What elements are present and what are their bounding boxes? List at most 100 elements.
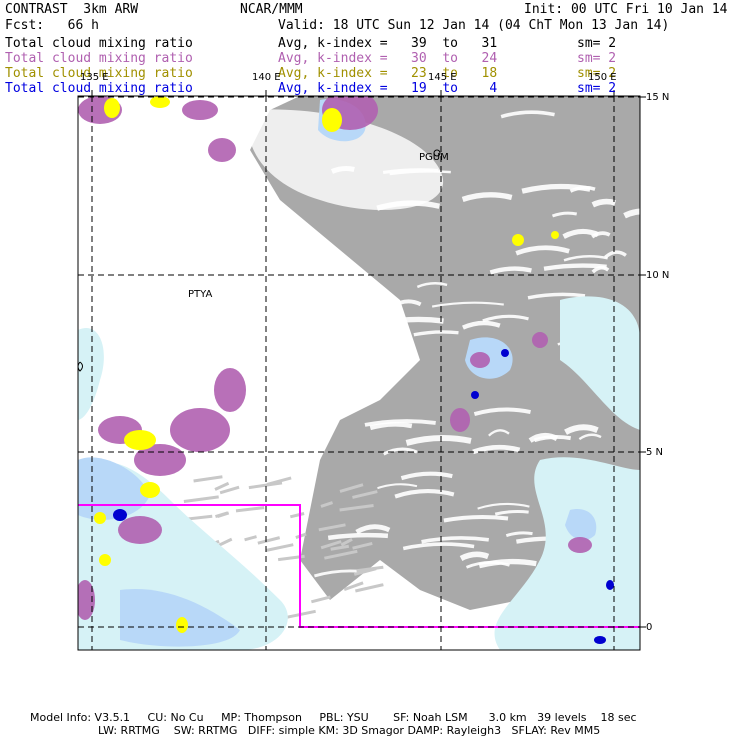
cloud-gap-streak	[369, 421, 413, 431]
cloud-gap-streak	[421, 536, 490, 544]
cloud-gap-streak	[482, 314, 529, 323]
gray-streak	[320, 540, 342, 550]
field-row-3-sm: sm= 2	[577, 66, 617, 81]
yellow-cloud-patch	[99, 554, 111, 566]
cloud-gap-streak	[591, 231, 611, 239]
cloud-gap-streak	[494, 509, 529, 516]
gray-streak	[183, 495, 219, 503]
ice-cloud-southeast	[494, 457, 640, 650]
gray-streak	[219, 485, 240, 495]
cloud-gap-streak	[604, 250, 627, 259]
cloud-gap-streak	[551, 211, 578, 218]
lat-label-0: 0	[646, 622, 653, 633]
purple-cloud-patch	[470, 352, 490, 368]
cloud-gap-streak	[416, 282, 448, 289]
yellow-cloud-patch	[176, 617, 188, 633]
cloud-gap-streak	[327, 532, 389, 541]
dark-blue-core	[606, 580, 614, 590]
field-row-2-avg: Avg, k-index = 30 to 24	[278, 51, 498, 66]
gray-streak	[215, 511, 229, 518]
yellow-cloud-patch	[512, 234, 524, 246]
cloud-gap-streak	[443, 514, 509, 523]
title-center: NCAR/MMM	[240, 2, 303, 17]
lon-label-135: 135 E	[80, 72, 109, 83]
purple-cloud-patch	[78, 580, 95, 620]
purple-cloud-patch	[450, 408, 470, 432]
cloud-gap-streak	[563, 255, 608, 262]
cloud-gap-streak	[382, 447, 418, 456]
field-row-2-sm: sm= 2	[577, 51, 617, 66]
footer-physics-info: LW: RRTMG SW: RRTMG DIFF: simple KM: 3D …	[98, 724, 601, 737]
cloud-gap-streak	[431, 301, 504, 308]
clear-area	[248, 109, 444, 210]
gray-streak	[244, 535, 257, 542]
gray-streak	[248, 481, 283, 490]
field-row-3-avg: Avg, k-index = 23 to 18	[278, 66, 498, 81]
gray-streak	[318, 523, 346, 532]
cloud-gap-streak	[489, 266, 532, 275]
cloud-gap-streak	[591, 198, 616, 208]
cloud-gap-streak	[527, 292, 586, 300]
cloud-gap-streak	[413, 330, 459, 337]
cloud-gap-streak	[478, 558, 537, 569]
cloud-gap-streak	[377, 483, 418, 490]
lon-label-140: 140 E	[252, 72, 281, 83]
ice-cloud-west	[78, 328, 104, 420]
gray-streak	[235, 506, 265, 513]
cloud-gap-streak	[355, 524, 391, 535]
cloud-gap-streak	[477, 502, 530, 510]
cloud-gap-streak	[500, 110, 555, 119]
footer-model-info: Model Info: V3.5.1 CU: No Cu MP: Thompso…	[30, 711, 637, 724]
yellow-cloud-patch	[150, 96, 170, 108]
cloud-gap-streak	[314, 569, 378, 578]
forecast-hour: Fcst: 66 h	[5, 18, 99, 33]
cloud-gap-streak	[391, 299, 422, 309]
gray-streak	[330, 544, 350, 551]
field-row-4-sm: sm= 2	[577, 81, 617, 96]
station-ptya: PTYA	[188, 289, 213, 300]
cloud-gap-streak	[488, 429, 510, 437]
cloud-gap-streak	[473, 407, 531, 417]
dark-blue-core	[113, 509, 127, 521]
init-time: Init: 00 UTC Fri 10 Jan 14	[524, 2, 728, 17]
purple-cloud-patch	[118, 516, 162, 544]
cloud-gap-streak	[336, 325, 396, 333]
valid-time: Valid: 18 UTC Sun 12 Jan 14 (04 ChT Mon …	[278, 18, 670, 33]
dark-blue-core	[471, 391, 479, 399]
cloud-gap-streak	[402, 542, 475, 551]
purple-cloud-patch	[532, 332, 548, 348]
gray-streak	[355, 583, 384, 593]
gray-streak	[265, 543, 294, 552]
gray-streak	[324, 549, 358, 560]
gray-streak	[356, 565, 384, 573]
gray-streak	[340, 537, 353, 547]
gray-streak	[320, 501, 334, 508]
cloud-gap-streak	[338, 379, 388, 388]
purple-cloud-patch	[208, 138, 236, 162]
gray-streak	[257, 536, 281, 545]
yellow-cloud-patch	[104, 98, 120, 118]
cloud-gap-streak	[394, 489, 455, 499]
map-frame	[77, 95, 641, 651]
station-pgum: PGUM	[419, 152, 449, 163]
purple-cloud-patch	[182, 100, 218, 120]
ice-blue-patch	[565, 509, 597, 541]
title-left: CONTRAST 3km ARW	[5, 2, 139, 17]
gray-streak	[217, 537, 233, 547]
purple-cloud-patch	[214, 368, 246, 412]
yellow-cloud-patch	[94, 512, 106, 524]
cloud-gap-streak	[472, 444, 521, 455]
cloud-gap-streak	[564, 424, 599, 435]
gray-streak	[352, 541, 373, 550]
gray-streak	[193, 475, 223, 483]
gray-streak	[339, 503, 374, 512]
purple-cloud-patch	[568, 537, 592, 553]
gray-streak	[266, 476, 292, 486]
purple-cloud-patch	[170, 408, 230, 452]
field-row-3-name: Total cloud mixing ratio	[5, 66, 193, 81]
cloud-gap-streak	[461, 192, 513, 203]
field-row-4-name: Total cloud mixing ratio	[5, 81, 193, 96]
yellow-cloud-patch	[124, 430, 156, 450]
lon-label-150: 150 E	[588, 72, 617, 83]
